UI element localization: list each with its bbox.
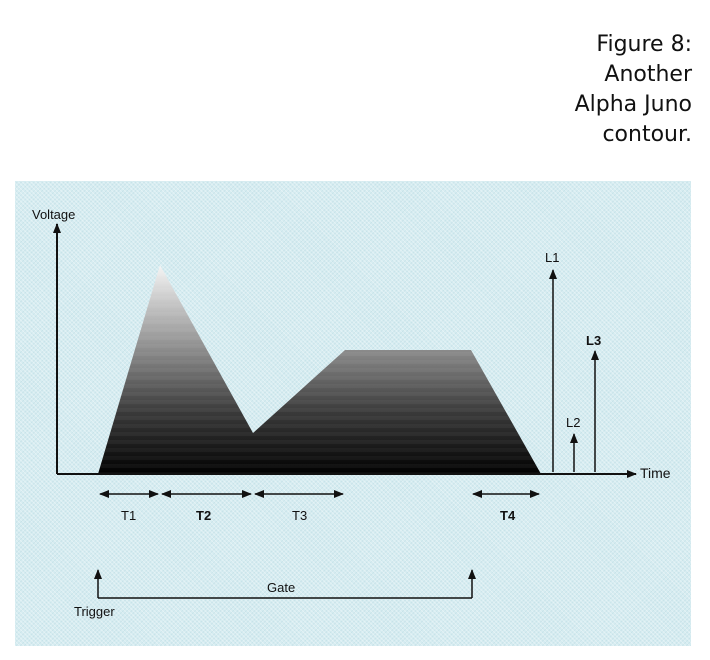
t1-label: T1 (121, 508, 136, 523)
caption-line-3: Alpha Juno (574, 92, 692, 117)
caption-line-2: Another (604, 62, 692, 87)
caption-line-4: contour. (602, 122, 692, 147)
l3-label: L3 (586, 333, 601, 348)
l1-label: L1 (545, 250, 559, 265)
figure-caption: Figure 8: Another Alpha Juno contour. (575, 30, 692, 150)
t3-label: T3 (292, 508, 307, 523)
l2-label: L2 (566, 415, 580, 430)
envelope-banding (98, 265, 541, 474)
t4-label: T4 (500, 508, 516, 523)
x-axis-label: Time (640, 465, 671, 481)
caption-line-1: Figure 8: (596, 32, 692, 57)
y-axis-label: Voltage (32, 207, 75, 222)
trigger-label: Trigger (74, 604, 115, 619)
t2-label: T2 (196, 508, 211, 523)
gate-label: Gate (267, 580, 295, 595)
